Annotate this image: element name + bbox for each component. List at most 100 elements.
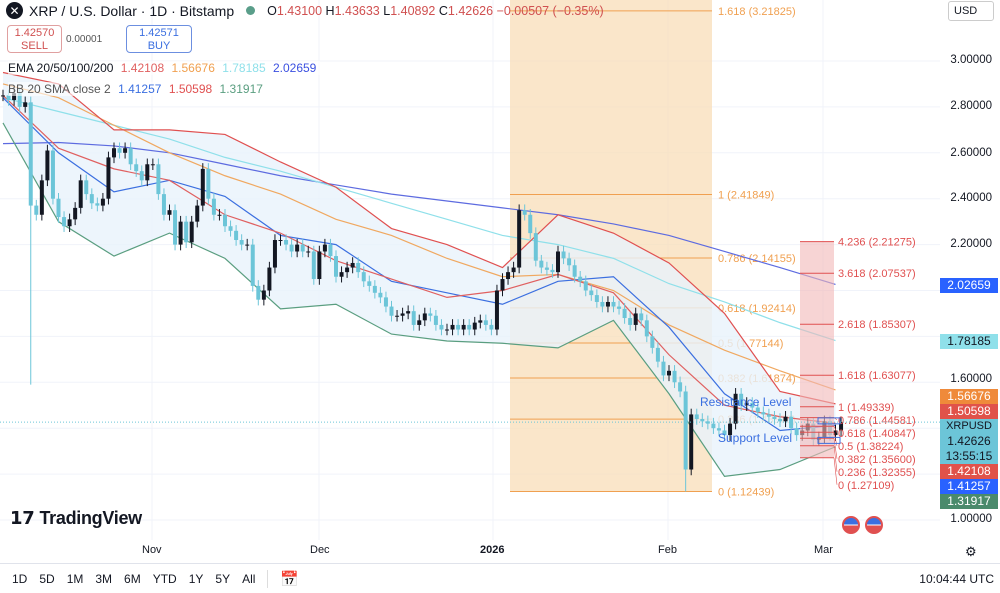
candle-body: [583, 281, 588, 291]
fib-extension-zone: [800, 241, 834, 458]
candle-body: [833, 430, 838, 436]
range-all[interactable]: All: [242, 571, 256, 586]
candle-body: [644, 320, 649, 337]
candle-body: [483, 320, 488, 325]
candle-body: [628, 318, 633, 325]
range-6m[interactable]: 6M: [124, 571, 141, 586]
candle-body: [572, 265, 577, 277]
candle-body: [28, 102, 33, 206]
candle-body: [417, 320, 422, 325]
buy-button[interactable]: 1.42571 BUY: [126, 25, 192, 53]
candle-body: [50, 150, 55, 199]
candle-body: [422, 313, 427, 321]
candle-body: [533, 233, 538, 261]
fib-retracement-label: 1.618 (3.21825): [718, 6, 796, 18]
range-ytd[interactable]: YTD: [152, 571, 177, 586]
close-label: C: [438, 3, 448, 18]
us-economic-event-icon[interactable]: [865, 516, 883, 534]
symbol-header: ✕ XRP / U.S. Dollar · 1D · Bitstamp O1.4…: [6, 2, 604, 19]
candle-body: [12, 93, 17, 101]
candle-body: [428, 313, 433, 316]
price-tick: 1.60000: [950, 373, 992, 385]
candle-body: [711, 423, 716, 429]
fib-extension-leader: [833, 457, 838, 485]
candle-body: [739, 393, 744, 406]
candle-body: [161, 194, 166, 215]
candle-body: [461, 324, 466, 330]
range-1y[interactable]: 1Y: [188, 571, 204, 586]
fib-extension-label: 0.382 (1.35600): [838, 454, 916, 466]
candle-body: [472, 322, 477, 330]
fib-extension-leader: [833, 445, 838, 472]
candle-body: [600, 301, 605, 307]
candle-body: [772, 416, 777, 420]
candle-body: [728, 423, 733, 436]
candle-body: [339, 272, 344, 277]
candle-body: [239, 240, 244, 245]
candle-body: [567, 258, 572, 266]
candle-body: [217, 214, 222, 216]
candle-body: [617, 306, 622, 309]
candle-body: [200, 168, 205, 206]
candle-body: [350, 262, 355, 268]
price-tick: 2.60000: [950, 147, 992, 159]
last-price-tag: XRPUSD 1.42626 13:55:15: [940, 419, 998, 464]
buy-label: BUY: [147, 40, 171, 52]
ema-legend[interactable]: EMA 20/50/100/200 1.42108 1.56676 1.7818…: [8, 61, 321, 75]
candle-body: [500, 279, 505, 291]
range-3m[interactable]: 3M: [95, 571, 113, 586]
candle-body: [150, 164, 155, 166]
us-economic-event-icon[interactable]: [842, 516, 860, 534]
symbol-title[interactable]: XRP / U.S. Dollar · 1D · Bitstamp: [29, 2, 235, 19]
price-tick: 1.00000: [950, 513, 992, 525]
candle-body: [278, 240, 283, 242]
candle-body: [478, 320, 483, 323]
spread-value: 0.00001: [66, 34, 103, 45]
settings-icon[interactable]: ⚙: [965, 544, 977, 559]
candle-body: [184, 221, 189, 243]
currency-select[interactable]: USD: [948, 1, 994, 21]
range-1d[interactable]: 1D: [12, 571, 28, 586]
candle-body: [550, 269, 555, 273]
fib-extension-label: 1.618 (1.63077): [838, 370, 916, 382]
candle-body: [306, 251, 311, 253]
fib-extension-label: 0.5 (1.38224): [838, 441, 903, 453]
candle-body: [400, 313, 405, 316]
sell-button[interactable]: 1.42570 SELL: [7, 25, 62, 53]
candle-body: [661, 361, 666, 376]
resistance-level-label: Resistance Level: [700, 395, 791, 409]
tradingview-logo[interactable]: 𝟭𝟳 TradingView: [10, 508, 142, 529]
bb-upper-price-tag: 1.50598: [940, 404, 998, 419]
candle-body: [467, 324, 472, 330]
bb-legend-label: BB 20 SMA close 2: [8, 82, 111, 96]
candle-body: [112, 148, 116, 158]
candle-body: [245, 244, 250, 246]
tradingview-mark-icon: 𝟭𝟳: [10, 508, 35, 528]
clock[interactable]: 10:04:44 UTC: [919, 571, 994, 586]
range-5y[interactable]: 5Y: [215, 571, 231, 586]
candle-body: [678, 382, 683, 392]
candle-body: [250, 244, 255, 286]
candle-body: [289, 244, 294, 252]
bb-legend[interactable]: BB 20 SMA close 2 1.41257 1.50598 1.3191…: [8, 82, 267, 96]
candle-body: [34, 205, 39, 215]
candle-body: [839, 422, 844, 431]
fib-extension-label: 3.618 (2.07537): [838, 268, 916, 280]
price-chart[interactable]: 1.618 (3.21825) 1 (2.41849) 0.786 (2.14155…: [0, 0, 940, 540]
candle-body: [667, 370, 671, 376]
candle-body: [456, 324, 461, 330]
candle-body: [23, 102, 28, 107]
ema100-line: [2, 97, 836, 342]
fib-extension-label: 2.618 (1.85307): [838, 319, 916, 331]
candle-body: [123, 148, 128, 153]
range-5d[interactable]: 5D: [39, 571, 55, 586]
candle-body: [622, 308, 627, 319]
close-value: 1.42626: [447, 3, 494, 18]
range-1m[interactable]: 1M: [66, 571, 84, 586]
candle-body: [722, 430, 727, 436]
candle-body: [694, 414, 699, 420]
candle-body: [211, 198, 216, 215]
candle-body: [317, 251, 322, 280]
high-value: 1.43633: [334, 3, 380, 18]
goto-date-icon[interactable]: 📅: [267, 569, 299, 588]
